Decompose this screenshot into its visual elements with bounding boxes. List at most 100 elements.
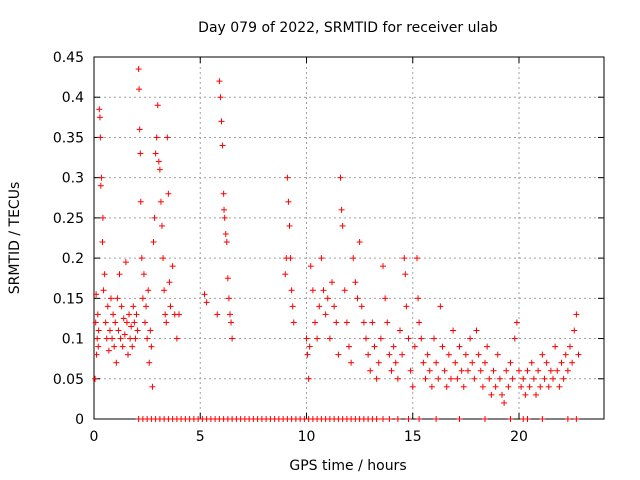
data-point — [160, 255, 167, 262]
data-point — [411, 343, 418, 350]
data-point — [162, 311, 169, 318]
data-point — [520, 375, 527, 382]
data-point — [428, 383, 435, 390]
data-point — [365, 351, 372, 358]
data-point — [524, 416, 531, 422]
y-tick-label: 0.15 — [53, 291, 84, 307]
data-point — [151, 214, 158, 221]
y-tick-label: 0 — [75, 412, 84, 428]
data-point — [165, 190, 172, 197]
data-point — [445, 351, 452, 358]
data-point — [221, 206, 228, 213]
data-point — [416, 319, 423, 326]
data-point — [333, 319, 340, 326]
data-point — [354, 295, 361, 302]
data-point — [140, 271, 147, 278]
data-point — [312, 319, 318, 326]
data-point — [144, 335, 151, 342]
data-point — [203, 299, 210, 306]
data-point — [121, 331, 128, 338]
data-point — [105, 347, 112, 354]
data-point — [458, 367, 465, 374]
y-tick-label: 0.05 — [53, 372, 84, 388]
data-point — [92, 375, 99, 382]
data-point — [511, 335, 518, 342]
data-point — [227, 311, 233, 318]
data-point — [507, 359, 514, 366]
data-point — [123, 319, 130, 326]
data-point — [415, 295, 422, 302]
data-point — [537, 383, 544, 390]
data-point — [575, 351, 582, 358]
data-point — [224, 275, 231, 282]
data-point — [93, 351, 100, 358]
data-point — [217, 94, 224, 101]
data-point — [136, 86, 143, 93]
data-point — [136, 126, 143, 133]
data-point — [307, 263, 314, 270]
data-point — [114, 295, 121, 302]
data-point — [490, 367, 497, 374]
data-point — [545, 383, 552, 390]
data-point — [326, 335, 333, 342]
data-point — [137, 150, 144, 157]
data-point — [142, 319, 148, 326]
data-point — [528, 359, 535, 366]
data-point — [437, 303, 444, 310]
data-point — [492, 383, 499, 390]
data-point — [139, 295, 146, 302]
data-point — [422, 375, 429, 382]
y-axis-label: SRMTID / TECUs — [7, 182, 23, 295]
data-point — [573, 311, 580, 318]
data-point — [127, 335, 134, 342]
data-point — [96, 106, 103, 113]
axis-ticks: 0 5 10 15 20 0 0.05 0.1 0.15 0.2 0.25 0.3 0.35 0.4 0.4… — [53, 50, 604, 445]
data-point — [304, 351, 311, 358]
data-point — [494, 351, 501, 358]
data-point — [169, 263, 176, 270]
data-point — [128, 323, 135, 330]
data-point — [552, 343, 559, 350]
data-point — [288, 287, 295, 294]
chart-title: Day 079 of 2022, SRMTID for receiver ula… — [198, 20, 498, 36]
data-point — [394, 375, 401, 382]
data-point — [348, 359, 355, 366]
x-tick-label: 5 — [196, 429, 205, 445]
data-point — [503, 367, 510, 374]
data-point — [284, 174, 291, 181]
data-point — [450, 327, 457, 334]
data-point — [318, 255, 325, 262]
data-point — [543, 359, 550, 366]
data-point — [431, 335, 437, 342]
data-point — [452, 359, 459, 366]
data-point — [92, 319, 99, 326]
data-point — [93, 291, 100, 298]
data-point — [113, 359, 120, 366]
data-point — [367, 367, 374, 374]
data-point — [94, 311, 101, 318]
data-point — [373, 375, 380, 382]
data-point — [522, 391, 529, 398]
data-point — [95, 327, 102, 334]
data-point — [126, 311, 133, 318]
data-point — [120, 315, 127, 322]
data-point — [403, 303, 410, 310]
y-tick-label: 0.35 — [53, 130, 84, 146]
data-point — [338, 206, 345, 213]
data-point — [467, 335, 474, 342]
data-point — [377, 335, 384, 342]
data-point — [341, 287, 348, 294]
data-point — [496, 375, 503, 382]
data-point — [386, 416, 393, 422]
data-point — [371, 343, 378, 350]
data-point — [222, 230, 229, 237]
data-point — [567, 343, 573, 350]
data-point — [375, 359, 382, 366]
x-tick-label: 10 — [298, 429, 316, 445]
data-point — [106, 327, 113, 334]
data-point — [129, 343, 136, 350]
data-point — [134, 327, 141, 334]
data-point — [290, 319, 297, 326]
data-point — [356, 239, 363, 246]
data-point — [145, 287, 152, 294]
